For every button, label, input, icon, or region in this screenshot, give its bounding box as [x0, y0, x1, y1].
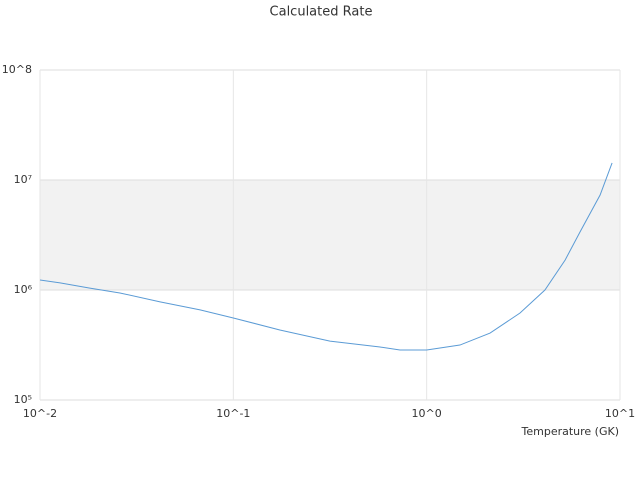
chart-title: Calculated Rate: [270, 5, 373, 20]
y-tick-label: 10⁷: [14, 173, 32, 186]
x-tick-label: 10^-2: [23, 407, 57, 420]
y-tick-label: 10^8: [2, 63, 32, 76]
x-tick-label: 10^0: [412, 407, 442, 420]
plot-band: [40, 180, 620, 290]
x-tick-label: 10^1: [605, 407, 635, 420]
data-line: [39, 162, 613, 351]
y-tick-label: 10⁵: [14, 393, 32, 406]
y-tick-label: 10⁶: [14, 283, 33, 296]
x-axis-label: Temperature (GK): [521, 425, 620, 438]
x-tick-label: 10^-1: [216, 407, 250, 420]
